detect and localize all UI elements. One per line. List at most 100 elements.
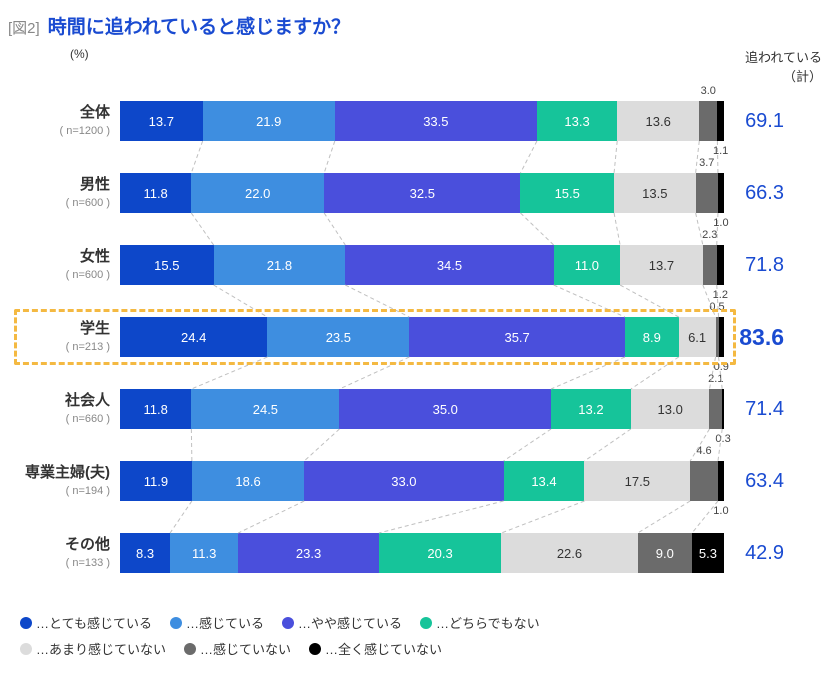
bar-segment: 23.5 bbox=[267, 317, 409, 357]
bar-segment: 15.5 bbox=[520, 173, 614, 213]
row-category-name: 男性 bbox=[8, 175, 110, 195]
chart-row: 社会人( n=660 ) 11.824.535.013.213.02.1 0.3 71… bbox=[8, 373, 832, 445]
bar-segment: 18.6 bbox=[192, 461, 304, 501]
bar-segment: 33.5 bbox=[335, 101, 537, 141]
segment-value-label: 1.0 bbox=[713, 217, 728, 229]
row-total-value: 83.6 bbox=[724, 324, 784, 351]
row-label: 専業主婦(夫)( n=194 ) bbox=[8, 463, 120, 498]
total-column-header: 追われている （計） bbox=[745, 47, 822, 85]
legend-swatch bbox=[282, 617, 294, 629]
row-category-name: 学生 bbox=[8, 319, 110, 339]
bar-segment: 13.5 bbox=[614, 173, 696, 213]
row-category-name: その他 bbox=[8, 535, 110, 555]
row-label: 男性( n=600 ) bbox=[8, 175, 120, 210]
legend-label: …どちらでもない bbox=[436, 611, 540, 637]
row-total-value: 66.3 bbox=[724, 182, 784, 205]
stacked-bar: 11.822.032.515.513.53.71.0 bbox=[120, 173, 724, 213]
bar-segment: 13.2 bbox=[551, 389, 631, 429]
bar-segment: 11.8 bbox=[120, 173, 191, 213]
row-sample-size: ( n=194 ) bbox=[8, 484, 110, 499]
bar-segment: 5.3 bbox=[692, 533, 724, 573]
legend: …とても感じている …感じている …やや感じている …どちらでもない …あまり感じていな… bbox=[8, 611, 832, 663]
legend-swatch bbox=[20, 617, 32, 629]
stacked-bar: 24.423.535.78.96.10.50.9 bbox=[120, 317, 724, 357]
bar-segment: 22.0 bbox=[191, 173, 324, 213]
legend-swatch bbox=[170, 617, 182, 629]
chart-row: 全体( n=1200 )13.721.933.513.313.63.01.169… bbox=[8, 85, 832, 157]
bar-segment: 3.7 bbox=[696, 173, 718, 213]
stacked-bar: 13.721.933.513.313.63.01.1 bbox=[120, 101, 724, 141]
bar-segment: 13.3 bbox=[537, 101, 617, 141]
bar-segment: 2.3 bbox=[703, 245, 717, 285]
legend-item: …感じていない bbox=[184, 637, 291, 663]
bar-segment: 13.7 bbox=[620, 245, 703, 285]
row-sample-size: ( n=600 ) bbox=[8, 268, 110, 283]
bar-segment: 8.9 bbox=[625, 317, 679, 357]
bar-segment: 17.5 bbox=[584, 461, 690, 501]
stacked-bar: 11.918.633.013.417.54.61.0 bbox=[120, 461, 724, 501]
segment-value-label: 0.5 bbox=[709, 301, 724, 313]
axis-labels: (%) 追われている （計） bbox=[70, 47, 822, 85]
chart-row: 男性( n=600 )11.822.032.515.513.53.71.066.… bbox=[8, 157, 832, 229]
bar-segment: 11.8 bbox=[120, 389, 191, 429]
legend-label: …全く感じていない bbox=[325, 637, 442, 663]
bar-segment: 13.0 bbox=[631, 389, 710, 429]
segment-value-label: 1.1 bbox=[713, 145, 728, 157]
row-total-value: 71.8 bbox=[724, 254, 784, 277]
row-label: その他( n=133 ) bbox=[8, 535, 120, 570]
row-sample-size: ( n=213 ) bbox=[8, 340, 110, 355]
legend-item: …とても感じている bbox=[20, 611, 152, 637]
legend-item: …やや感じている bbox=[282, 611, 402, 637]
chart-rows: 全体( n=1200 )13.721.933.513.313.63.01.169… bbox=[8, 85, 832, 589]
legend-item: …どちらでもない bbox=[420, 611, 540, 637]
bar-segment: 35.0 bbox=[339, 389, 551, 429]
row-label: 女性( n=600 ) bbox=[8, 247, 120, 282]
legend-label: …あまり感じていない bbox=[36, 637, 166, 663]
bar-segment: 24.4 bbox=[120, 317, 267, 357]
bar-segment: 11.0 bbox=[554, 245, 620, 285]
bar-segment: 0.9 bbox=[719, 317, 724, 357]
figure-label: [図2] bbox=[8, 17, 40, 38]
bar-segment: 13.7 bbox=[120, 101, 203, 141]
legend-item: …あまり感じていない bbox=[20, 637, 166, 663]
bar-segment: 32.5 bbox=[324, 173, 520, 213]
bar-segment: 33.0 bbox=[304, 461, 503, 501]
row-category-name: 社会人 bbox=[8, 391, 110, 411]
bar-segment: 1.1 bbox=[717, 101, 724, 141]
bar-segment: 15.5 bbox=[120, 245, 214, 285]
bar-segment: 4.6 bbox=[690, 461, 718, 501]
bar-segment: 8.3 bbox=[120, 533, 170, 573]
bar-segment: 2.1 bbox=[709, 389, 722, 429]
chart-title: 時間に追われていると感じますか？ bbox=[48, 12, 350, 39]
legend-label: …感じている bbox=[186, 611, 264, 637]
segment-value-label: 3.0 bbox=[701, 85, 716, 97]
row-category-name: 専業主婦(夫) bbox=[8, 463, 110, 483]
row-sample-size: ( n=600 ) bbox=[8, 196, 110, 211]
bar-segment: 9.0 bbox=[638, 533, 692, 573]
bar-segment: 35.7 bbox=[409, 317, 625, 357]
bar-segment: 21.9 bbox=[203, 101, 335, 141]
bar-segment: 34.5 bbox=[345, 245, 553, 285]
bar-segment: 23.3 bbox=[238, 533, 379, 573]
row-total-value: 71.4 bbox=[724, 398, 784, 421]
legend-swatch bbox=[309, 643, 321, 655]
segment-value-label: 0.3 bbox=[715, 433, 730, 445]
y-unit-label: (%) bbox=[70, 47, 89, 85]
bar-segment: 13.4 bbox=[504, 461, 585, 501]
chart-row: その他( n=133 )8.311.323.320.322.69.05.342.… bbox=[8, 517, 832, 589]
row-category-name: 全体 bbox=[8, 103, 110, 123]
bar-segment: 1.0 bbox=[718, 461, 724, 501]
row-total-value: 69.1 bbox=[724, 110, 784, 133]
row-total-value: 42.9 bbox=[724, 542, 784, 565]
legend-swatch bbox=[20, 643, 32, 655]
legend-label: …やや感じている bbox=[298, 611, 402, 637]
segment-value-label: 2.3 bbox=[702, 229, 717, 241]
chart-header: [図2] 時間に追われていると感じますか？ bbox=[8, 12, 832, 39]
row-label: 全体( n=1200 ) bbox=[8, 103, 120, 138]
bar-segment: 1.0 bbox=[718, 173, 724, 213]
row-sample-size: ( n=660 ) bbox=[8, 412, 110, 427]
legend-label: …感じていない bbox=[200, 637, 291, 663]
legend-item: …全く感じていない bbox=[309, 637, 442, 663]
chart-row: 学生( n=213 ) 24.423.535.78.96.10.50.983.6 bbox=[8, 301, 832, 373]
bar-segment: 24.5 bbox=[191, 389, 339, 429]
